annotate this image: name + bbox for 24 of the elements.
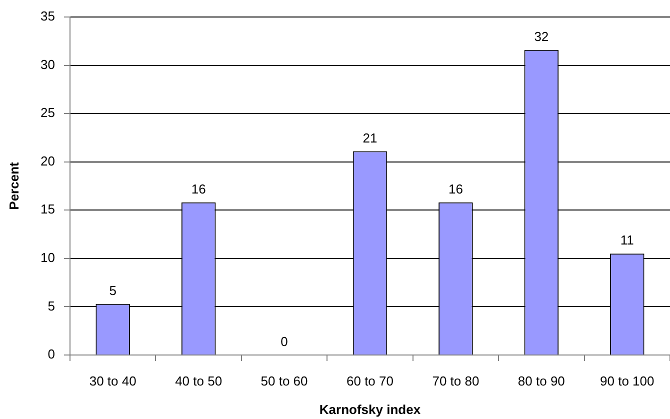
y-tick-label: 25 — [40, 105, 55, 120]
y-tick-label: 30 — [40, 56, 55, 72]
data-label: 16 — [448, 181, 463, 196]
data-label: 21 — [362, 130, 378, 146]
y-tick-label: 0 — [48, 346, 55, 362]
data-label: 0 — [280, 334, 288, 350]
data-label: 16 — [191, 181, 206, 196]
x-tick-label: 70 to 80 — [432, 373, 480, 388]
y-tick-label: 15 — [40, 202, 55, 217]
y-tick-label: 5 — [48, 298, 55, 314]
x-tick-label: 40 to 50 — [175, 373, 222, 388]
y-axis-title: Percent — [6, 161, 22, 210]
x-tick-label: 30 to 40 — [89, 373, 136, 388]
x-tick-label: 60 to 70 — [346, 373, 394, 388]
x-tick-label: 50 to 60 — [260, 373, 308, 388]
y-tick-label: 35 — [40, 8, 55, 24]
x-tick-label: 90 to 100 — [600, 373, 654, 388]
data-label: 32 — [534, 28, 549, 44]
data-label: 5 — [109, 282, 116, 298]
x-tick-label: 80 to 90 — [518, 373, 565, 388]
data-label: 11 — [620, 232, 634, 248]
x-axis-title: Karnofsky index — [319, 402, 422, 417]
y-tick-label: 20 — [40, 153, 55, 168]
y-tick-label: 10 — [40, 250, 55, 266]
